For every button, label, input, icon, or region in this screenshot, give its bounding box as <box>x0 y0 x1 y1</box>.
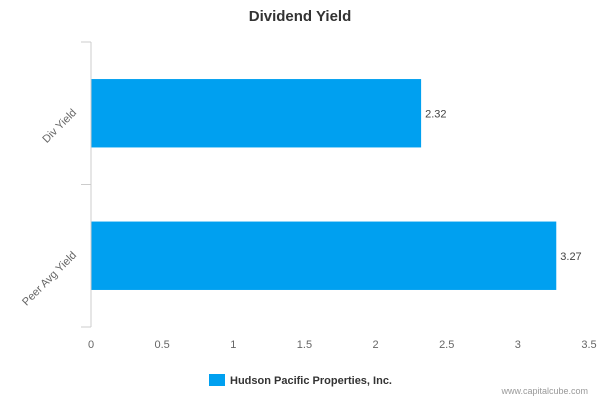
bars <box>91 79 557 290</box>
x-tick-label: 3 <box>515 339 521 351</box>
credit-text: www.capitalcube.com <box>500 386 588 396</box>
x-tick-label: 0.5 <box>154 339 169 351</box>
category-label: Div Yield <box>40 107 79 146</box>
legend-swatch <box>209 374 225 386</box>
x-tick-labels: 0 0.5 1 1.5 2 2.5 3 3.5 <box>88 339 597 351</box>
x-tick-label: 1 <box>230 339 236 351</box>
bar-div-yield[interactable] <box>91 79 422 148</box>
data-label: 3.27 <box>560 251 581 263</box>
x-tick-label: 2.5 <box>439 339 454 351</box>
data-labels: 2.32 3.27 <box>425 108 582 263</box>
x-tick-label: 1.5 <box>297 339 312 351</box>
x-tick-label: 0 <box>88 339 94 351</box>
category-labels: Div Yield Peer Avg Yield <box>20 107 79 308</box>
legend-label: Hudson Pacific Properties, Inc. <box>230 375 392 387</box>
legend[interactable]: Hudson Pacific Properties, Inc. <box>209 374 392 387</box>
category-label: Peer Avg Yield <box>20 249 79 308</box>
x-tick-label: 3.5 <box>581 339 596 351</box>
x-tick-label: 2 <box>373 339 379 351</box>
bar-peer-avg-yield[interactable] <box>91 221 557 290</box>
axes <box>81 41 92 328</box>
data-label: 2.32 <box>425 108 446 120</box>
chart-title: Dividend Yield <box>249 8 352 25</box>
